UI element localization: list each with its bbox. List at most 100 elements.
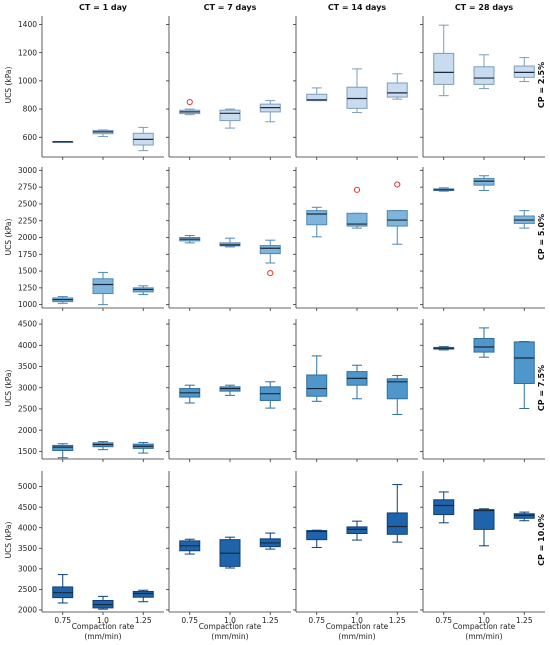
y-tick-label: 2000: [18, 233, 37, 242]
y-tick-label: 1000: [18, 300, 37, 309]
row-title-cp-7-5: CP = 7.5%: [537, 365, 546, 411]
box-iqr: [306, 93, 328, 102]
x-tick-label: 0.75: [308, 616, 325, 625]
box-1.0: [92, 441, 114, 451]
y-axis-label-row-3: UCS (kPa): [4, 370, 13, 407]
panel-r3-c2: [166, 319, 291, 462]
box-iqr: [219, 109, 241, 122]
x-tick-label: 1.25: [389, 616, 406, 625]
box-0.75: [433, 187, 455, 192]
x-tick-label: 1.25: [262, 616, 279, 625]
x-axis-unit-col-2: (mm/min): [211, 632, 248, 641]
column-title-7days: CT = 7 days: [204, 3, 257, 12]
box-1.0: [92, 129, 114, 138]
y-tick-label: 800: [23, 105, 38, 114]
box-0.75: [306, 355, 328, 402]
box-1.25: [259, 239, 281, 277]
y-tick-label: 4500: [18, 320, 37, 329]
box-1.25: [386, 374, 408, 415]
box-1.0: [346, 520, 368, 541]
outlier-point: [394, 181, 401, 188]
outlier-point: [186, 98, 193, 106]
x-tick-label: 1.25: [516, 616, 533, 625]
x-axis-label-col-3: Compaction rate: [326, 622, 389, 631]
y-tick-label: 1750: [18, 250, 37, 259]
y-tick-label: 2500: [18, 200, 37, 209]
box-iqr: [513, 65, 535, 78]
y-tick-label: 3000: [18, 383, 37, 392]
box-1.0: [92, 595, 114, 610]
y-tick-label: 1200: [18, 48, 37, 57]
box-0.75: [433, 24, 455, 97]
box-1.0: [346, 186, 368, 229]
y-tick-label: 4000: [18, 523, 37, 532]
box-1.25: [386, 181, 408, 245]
x-axis-label-col-2: Compaction rate: [199, 622, 262, 631]
row-titles: CP = 2.5% CP = 5.0% CP = 7.5% CP = 10.0%: [537, 62, 546, 566]
box-1.25: [259, 100, 281, 123]
panel-r1-c2: [166, 16, 291, 160]
y-tick-label: 2500: [18, 405, 37, 414]
box-iqr: [386, 378, 408, 400]
x-axis-label-col-1: Compaction rate: [72, 622, 135, 631]
panel-r1-c3: [293, 16, 418, 160]
box-iqr: [346, 526, 368, 534]
y-tick-label: 2000: [18, 426, 37, 435]
box-1.0: [346, 364, 368, 400]
y-tick-label: 600: [23, 133, 38, 142]
panel-r3-c3: [293, 319, 418, 462]
y-tick-label: 3000: [18, 166, 37, 175]
y-tick-label: 1500: [18, 267, 37, 276]
outlier-point: [353, 186, 361, 193]
y-tick-label: 1400: [18, 20, 37, 29]
y-tick-label: 4000: [18, 341, 37, 350]
box-0.75: [179, 234, 201, 244]
x-tick-label: 1.0: [478, 616, 490, 625]
y-tick-label: 2750: [18, 183, 37, 192]
box-iqr: [386, 512, 408, 535]
box-0.75: [52, 140, 74, 143]
x-tick-label: 0.75: [181, 616, 198, 625]
box-1.0: [219, 536, 241, 569]
box-iqr: [386, 82, 408, 98]
y-axis-label-row-2: UCS (kPa): [4, 219, 13, 256]
box-0.75: [52, 443, 74, 459]
outlier-point: [267, 269, 274, 277]
y-tick-label: 3000: [18, 564, 37, 573]
panel-r3-c4: [420, 319, 545, 462]
box-0.75: [52, 296, 74, 304]
y-tick-label: 2000: [18, 606, 37, 615]
box-iqr: [52, 444, 74, 452]
box-1.0: [473, 508, 495, 547]
y-tick-label: 1500: [18, 447, 37, 456]
box-iqr: [513, 341, 535, 384]
box-1.0: [473, 175, 495, 191]
x-axis-labels: Compaction rate (mm/min) Compaction rate…: [72, 622, 516, 641]
x-tick-label: 1.0: [351, 616, 363, 625]
box-1.25: [132, 441, 154, 454]
row-title-cp-10-0: CP = 10.0%: [537, 514, 546, 566]
box-1.25: [513, 340, 535, 410]
box-0.75: [52, 574, 74, 604]
panels: 600 800 1000 1200 1400 1000 1250 1500 1750 2000 22…: [18, 16, 545, 625]
x-axis-unit-col-1: (mm/min): [84, 632, 121, 641]
y-axis-labels: UCS (kPa) UCS (kPa) UCS (kPa) UCS (kPa): [4, 67, 13, 559]
box-iqr: [346, 86, 368, 109]
box-1.0: [473, 327, 495, 358]
panel-r4-c3: 0.75 1.0 1.25: [293, 471, 418, 625]
box-1.25: [132, 126, 154, 152]
box-0.75: [433, 346, 455, 351]
y-tick-label: 1250: [18, 283, 37, 292]
box-iqr: [473, 509, 495, 530]
box-1.0: [473, 54, 495, 90]
box-1.25: [132, 589, 154, 603]
panel-r1-c1: 600 800 1000 1200 1400: [18, 16, 164, 160]
box-iqr: [306, 210, 328, 226]
panel-r4-c1: 2000 2500 3000 3500 4000 4500 5000 0.75 1.0 1.25: [18, 471, 164, 625]
box-0.75: [306, 529, 328, 548]
panel-r3-c1: 1500 2000 2500 3000 3500 4000 4500: [18, 319, 164, 462]
box-1.25: [513, 210, 535, 229]
panel-r2-c2: [166, 167, 291, 311]
panel-r1-c4: [420, 16, 545, 160]
